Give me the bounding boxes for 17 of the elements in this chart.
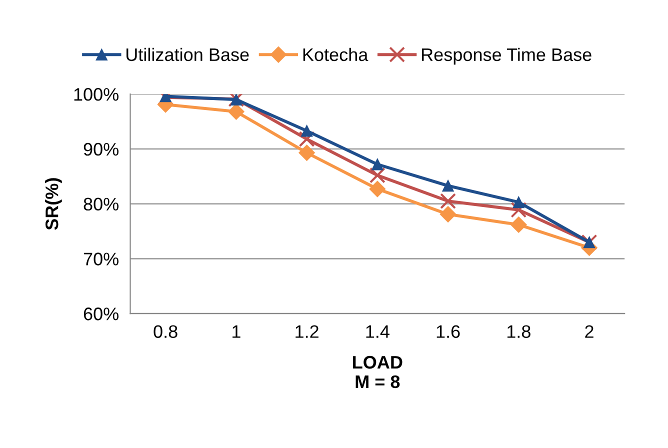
y-tick-label: 70% (84, 252, 119, 266)
y-tick-label: 80% (84, 198, 119, 211)
x-tick-label: 1 (232, 325, 240, 338)
legend-label: Kotecha (303, 48, 368, 62)
x-tick-label: 1.8 (507, 325, 530, 338)
y-tick-label: 60% (84, 308, 119, 320)
x-tick-label: 1.6 (436, 325, 460, 338)
x-axis-title: LOAD M = 8 (353, 356, 402, 388)
y-tick-label: 90% (84, 142, 119, 156)
x-tick-label: 1.4 (366, 325, 390, 338)
x-tick-label: 1.2 (296, 325, 318, 338)
x-tick-label: 2 (585, 325, 594, 338)
legend-label: Response Time Base (422, 48, 592, 65)
y-tick-label: 100% (74, 88, 119, 101)
x-tick-label: 0.8 (154, 325, 178, 338)
y-axis-title: SR(%) (45, 178, 62, 230)
legend-label: Utilization Base (126, 48, 249, 62)
